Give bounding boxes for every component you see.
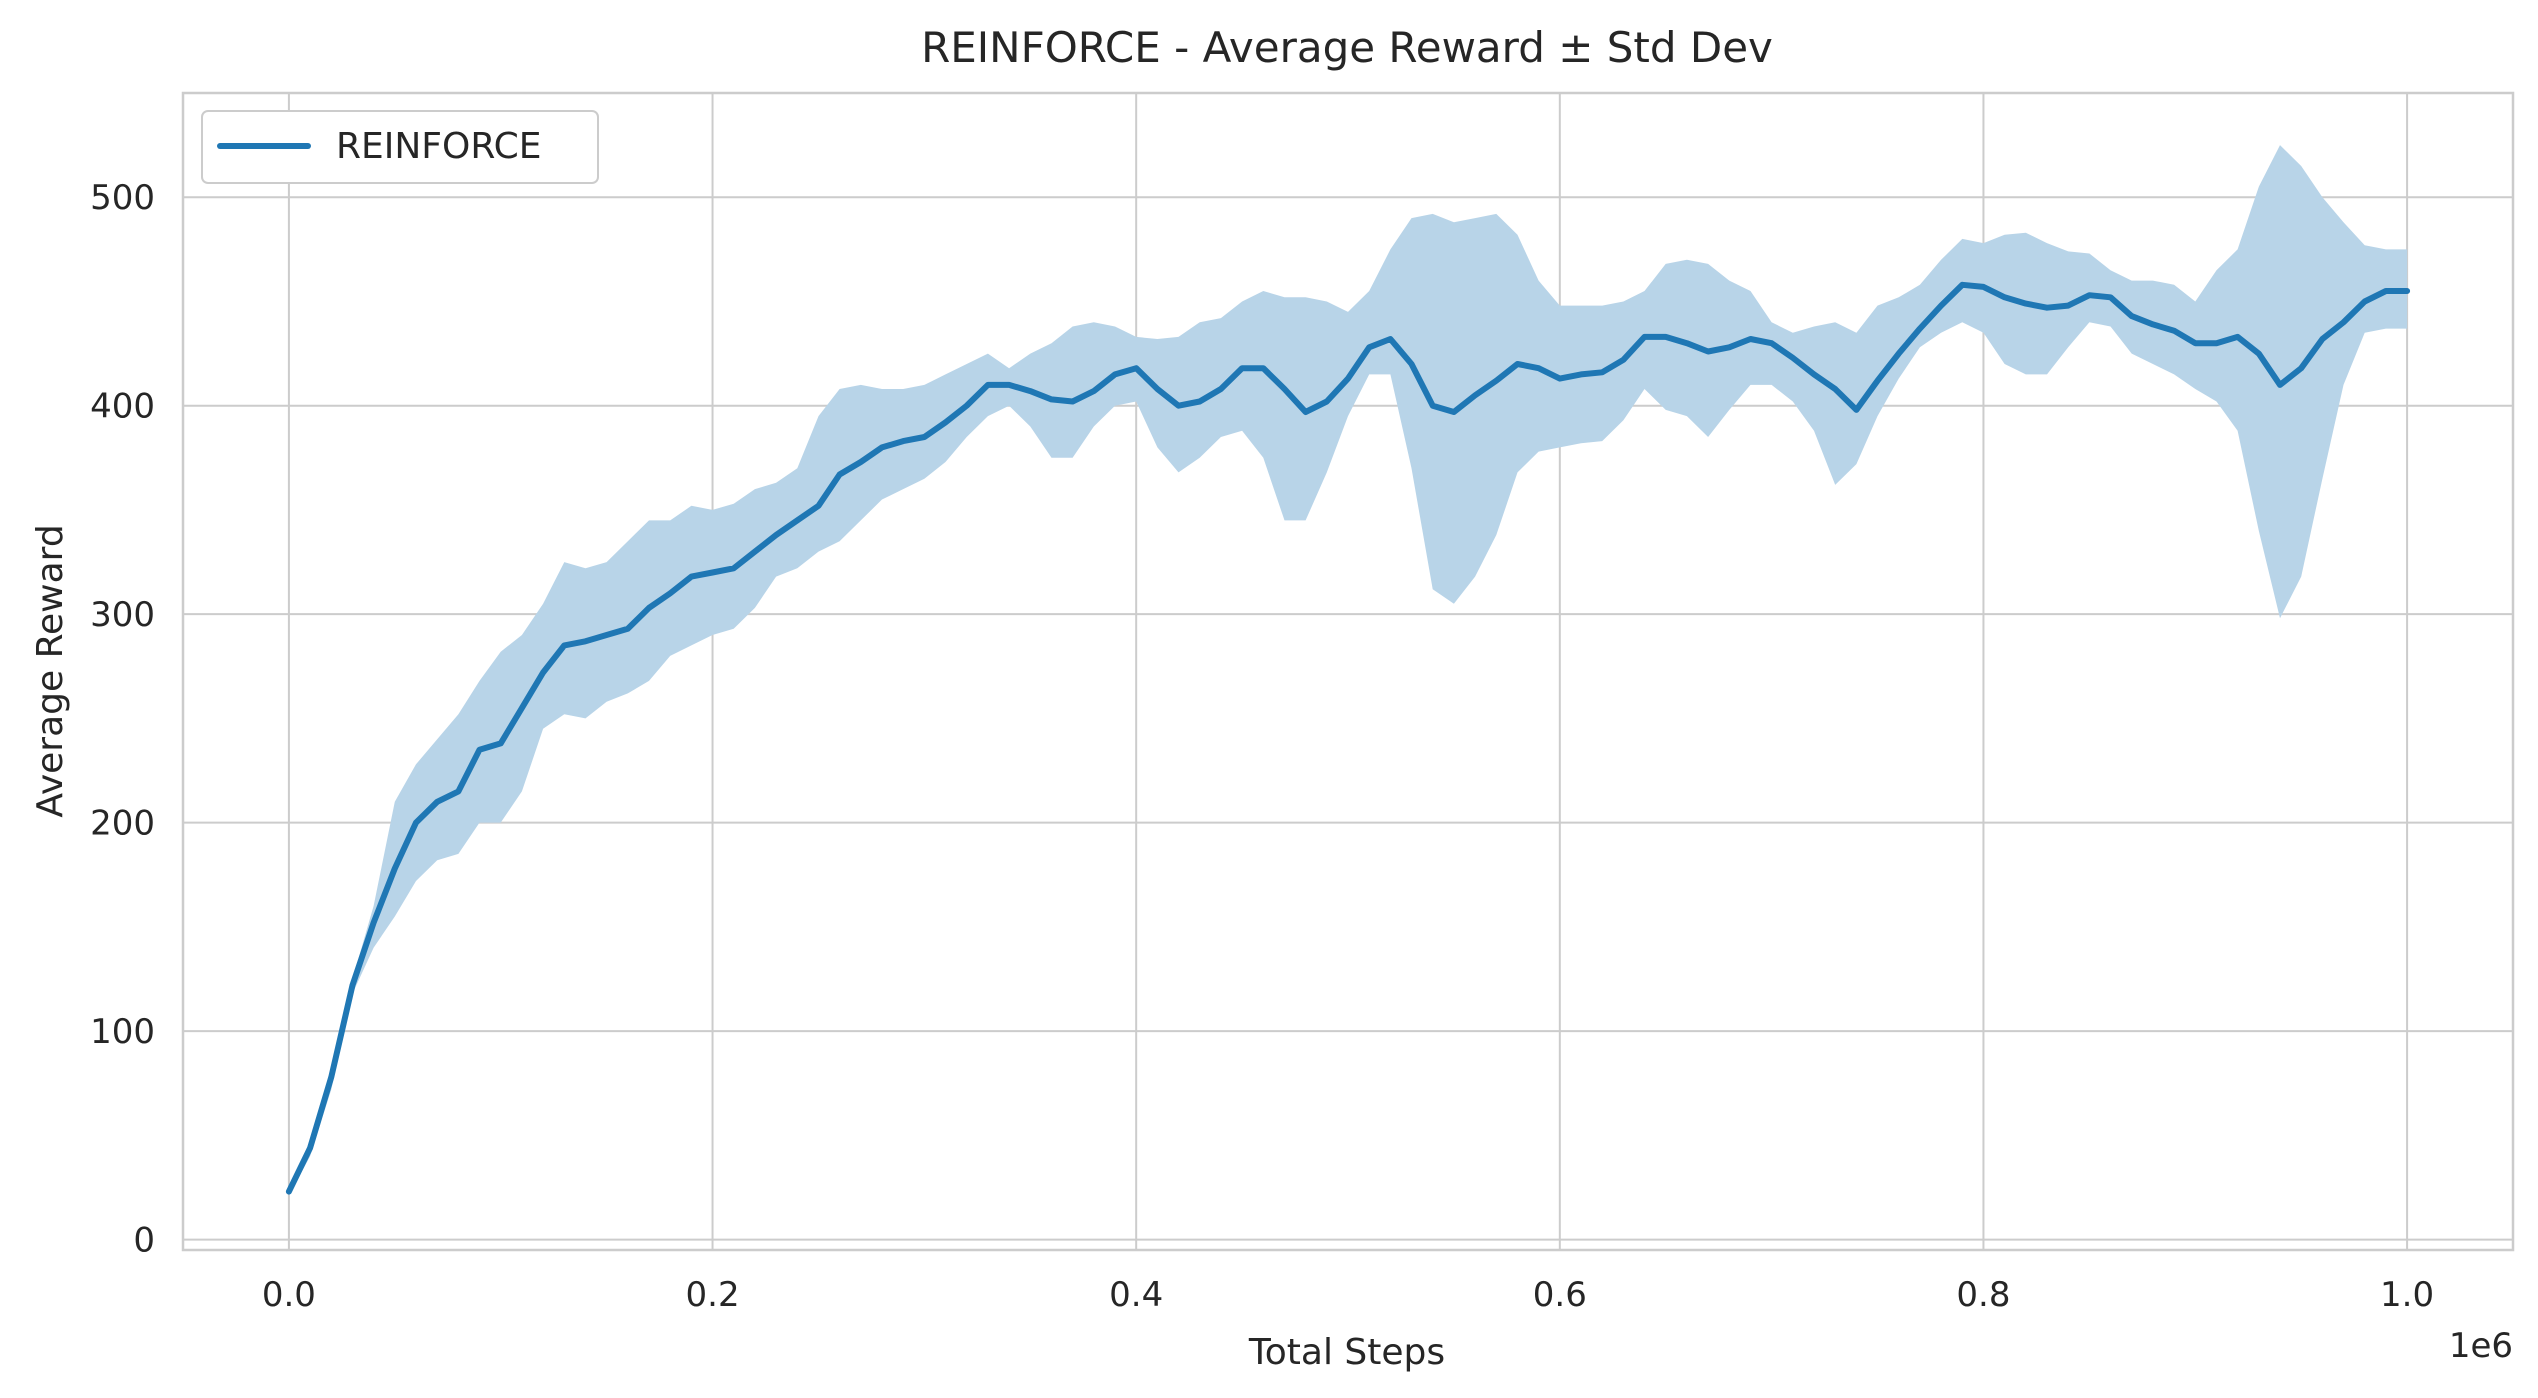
std-dev-band-layer [288,145,2408,1196]
x-tick-label: 1.0 [2380,1275,2434,1315]
y-tick-label: 200 [90,804,155,844]
legend-label: REINFORCE [336,126,541,167]
legend-box [201,110,599,184]
x-tick-label: 0.4 [1109,1275,1163,1315]
x-tick-label: 0.0 [262,1275,316,1315]
y-tick-label: 0 [133,1221,155,1261]
y-tick-label: 400 [90,387,155,427]
legend: REINFORCE [201,110,599,184]
x-tick-label: 0.6 [1533,1275,1587,1315]
y-axis-ticks: 0 100 200 300 400 500 [90,178,155,1260]
x-axis-ticks: 0.0 0.2 0.4 0.6 0.8 1.0 [262,1275,2434,1315]
chart-title: REINFORCE - Average Reward ± Std Dev [921,23,1773,72]
x-tick-label: 0.2 [686,1275,740,1315]
y-axis-label: Average Reward [30,524,71,817]
y-tick-label: 100 [90,1012,155,1052]
series-line-reinforce [285,281,2411,1195]
y-tick-label: 300 [90,595,155,635]
x-tick-label: 0.8 [1956,1275,2010,1315]
plot-frame [181,91,2515,1252]
x-axis-offset-label: 1e6 [2449,1326,2513,1366]
y-tick-label: 500 [90,178,155,218]
x-axis-label: Total Steps [1248,1332,1445,1373]
std-dev-band [288,145,2408,1196]
series-line-layer [285,281,2411,1195]
